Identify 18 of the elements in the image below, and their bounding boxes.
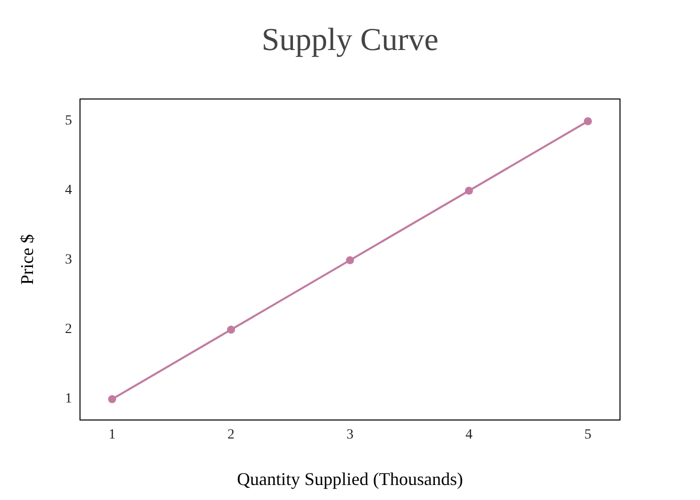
point — [108, 395, 116, 404]
y-tick-label: 3 — [65, 252, 72, 268]
x-tick-label: 4 — [465, 428, 472, 442]
x-tick-label: 1 — [108, 428, 116, 442]
point — [584, 117, 592, 126]
x-tick-label: 2 — [228, 428, 235, 442]
chart-title: Supply Curve — [262, 21, 438, 57]
point — [227, 326, 236, 334]
y-tick-label: 4 — [65, 183, 72, 198]
x-tick-label: 5 — [584, 428, 592, 442]
y-axis-title: Price $ — [17, 234, 37, 285]
x-axis-title: Quantity Supplied (Thousands) — [237, 469, 463, 489]
y-tick-label: 5 — [65, 114, 72, 129]
y-tick-label: 2 — [65, 322, 72, 338]
y-tick-label: 1 — [65, 392, 72, 407]
x-tick-label: 3 — [346, 428, 354, 442]
point — [346, 256, 354, 264]
point — [464, 186, 473, 195]
